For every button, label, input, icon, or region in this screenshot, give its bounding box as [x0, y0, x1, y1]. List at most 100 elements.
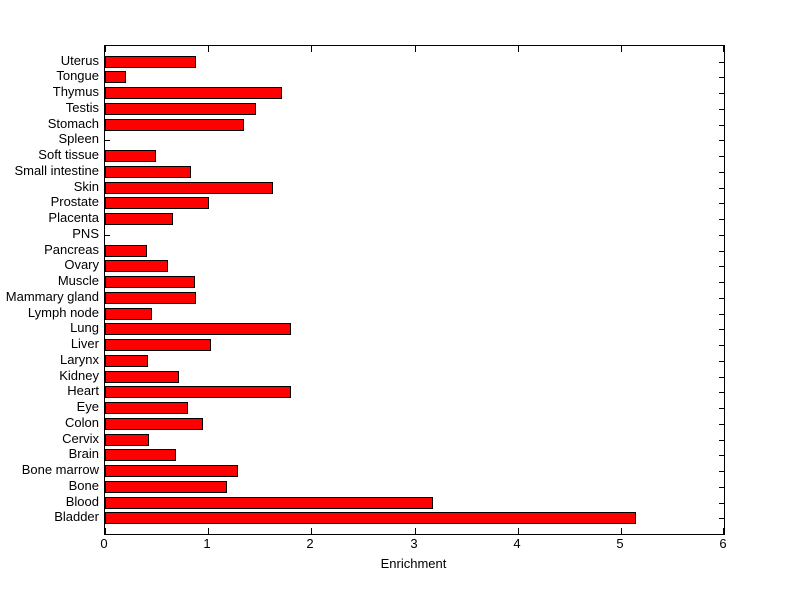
y-tick-right-lymph-node	[719, 314, 724, 315]
y-tick-label-testis: Testis	[65, 100, 99, 115]
bar-lymph-node	[105, 308, 152, 320]
y-tick-label-larynx: Larynx	[59, 352, 99, 367]
y-tick-right-thymus	[719, 93, 724, 94]
bar-heart	[105, 386, 291, 398]
y-tick-label-prostate: Prostate	[50, 194, 99, 209]
y-tick-right-prostate	[719, 203, 724, 204]
y-tick-label-kidney: Kidney	[59, 368, 99, 383]
y-tick-label-liver: Liver	[70, 336, 99, 351]
y-tick-label-soft-tissue: Soft tissue	[38, 147, 99, 162]
y-tick-label-colon: Colon	[65, 415, 99, 430]
y-tick-right-colon	[719, 424, 724, 425]
bar-ovary	[105, 260, 168, 272]
bar-mammary-gland	[105, 292, 196, 304]
y-tick-label-brain: Brain	[68, 446, 99, 461]
plot-area	[104, 45, 725, 535]
x-tick-top-3	[415, 46, 416, 52]
y-tick-right-blood	[719, 503, 724, 504]
bar-tongue	[105, 71, 126, 83]
y-tick-right-brain	[719, 455, 724, 456]
x-tick-label-0: 0	[100, 536, 108, 551]
y-tick-left-pns	[105, 235, 110, 236]
y-tick-label-lung: Lung	[70, 320, 99, 335]
y-tick-label-mammary-gland: Mammary gland	[5, 289, 99, 304]
y-tick-label-pancreas: Pancreas	[44, 242, 99, 257]
y-tick-right-larynx	[719, 361, 724, 362]
y-tick-right-liver	[719, 345, 724, 346]
bar-skin	[105, 182, 273, 194]
x-axis-title: Enrichment	[380, 556, 447, 571]
y-tick-right-placenta	[719, 219, 724, 220]
y-tick-label-thymus: Thymus	[52, 84, 99, 99]
y-tick-label-small-intestine: Small intestine	[14, 163, 99, 178]
y-tick-label-skin: Skin	[73, 179, 99, 194]
x-tick-bottom-1	[208, 528, 209, 534]
x-tick-bottom-4	[518, 528, 519, 534]
x-tick-bottom-5	[621, 528, 622, 534]
y-tick-label-heart: Heart	[67, 383, 99, 398]
x-tick-top-2	[311, 46, 312, 52]
y-tick-right-eye	[719, 408, 724, 409]
y-tick-label-stomach: Stomach	[47, 116, 99, 131]
bar-soft-tissue	[105, 150, 156, 162]
x-tick-label-4: 4	[513, 536, 521, 551]
y-tick-label-spleen: Spleen	[58, 131, 99, 146]
y-tick-right-stomach	[719, 125, 724, 126]
bar-bone-marrow	[105, 465, 238, 477]
y-tick-right-soft-tissue	[719, 156, 724, 157]
y-tick-label-eye: Eye	[76, 399, 99, 414]
x-tick-top-0	[105, 46, 106, 52]
y-tick-right-spleen	[719, 140, 724, 141]
bar-brain	[105, 449, 176, 461]
bar-testis	[105, 103, 256, 115]
bar-small-intestine	[105, 166, 191, 178]
y-tick-label-lymph-node: Lymph node	[27, 305, 99, 320]
x-tick-label-6: 6	[719, 536, 727, 551]
y-tick-label-blood: Blood	[65, 494, 99, 509]
y-tick-right-pns	[719, 235, 724, 236]
y-tick-label-uterus: Uterus	[60, 53, 99, 68]
x-tick-top-5	[621, 46, 622, 52]
bar-kidney	[105, 371, 179, 383]
x-tick-label-5: 5	[616, 536, 624, 551]
y-tick-label-bone: Bone	[68, 478, 99, 493]
bar-stomach	[105, 119, 244, 131]
bar-uterus	[105, 56, 196, 68]
x-tick-bottom-2	[311, 528, 312, 534]
y-tick-right-small-intestine	[719, 172, 724, 173]
y-tick-label-placenta: Placenta	[48, 210, 99, 225]
x-tick-label-3: 3	[410, 536, 418, 551]
bar-muscle	[105, 276, 195, 288]
x-tick-top-6	[723, 46, 724, 52]
bar-bone	[105, 481, 227, 493]
y-tick-right-tongue	[719, 77, 724, 78]
bar-bladder	[105, 512, 636, 524]
x-tick-label-2: 2	[306, 536, 314, 551]
bar-larynx	[105, 355, 148, 367]
y-tick-label-ovary: Ovary	[64, 257, 99, 272]
bar-colon	[105, 418, 203, 430]
y-tick-label-cervix: Cervix	[62, 431, 99, 446]
bar-cervix	[105, 434, 149, 446]
y-tick-right-mammary-gland	[719, 298, 724, 299]
x-tick-bottom-6	[723, 528, 724, 534]
y-tick-right-kidney	[719, 377, 724, 378]
y-tick-right-lung	[719, 329, 724, 330]
y-tick-label-bladder: Bladder	[54, 509, 99, 524]
bar-prostate	[105, 197, 209, 209]
y-tick-label-bone-marrow: Bone marrow	[21, 462, 99, 477]
bar-pancreas	[105, 245, 147, 257]
x-tick-bottom-0	[105, 528, 106, 534]
bar-blood	[105, 497, 433, 509]
y-tick-label-tongue: Tongue	[56, 68, 99, 83]
plot-inner	[105, 46, 724, 534]
bar-eye	[105, 402, 188, 414]
x-tick-label-1: 1	[203, 536, 211, 551]
y-tick-right-bladder	[719, 518, 724, 519]
y-tick-right-ovary	[719, 266, 724, 267]
y-tick-label-pns: PNS	[72, 226, 99, 241]
y-tick-right-muscle	[719, 282, 724, 283]
y-tick-left-spleen	[105, 140, 110, 141]
bar-thymus	[105, 87, 282, 99]
